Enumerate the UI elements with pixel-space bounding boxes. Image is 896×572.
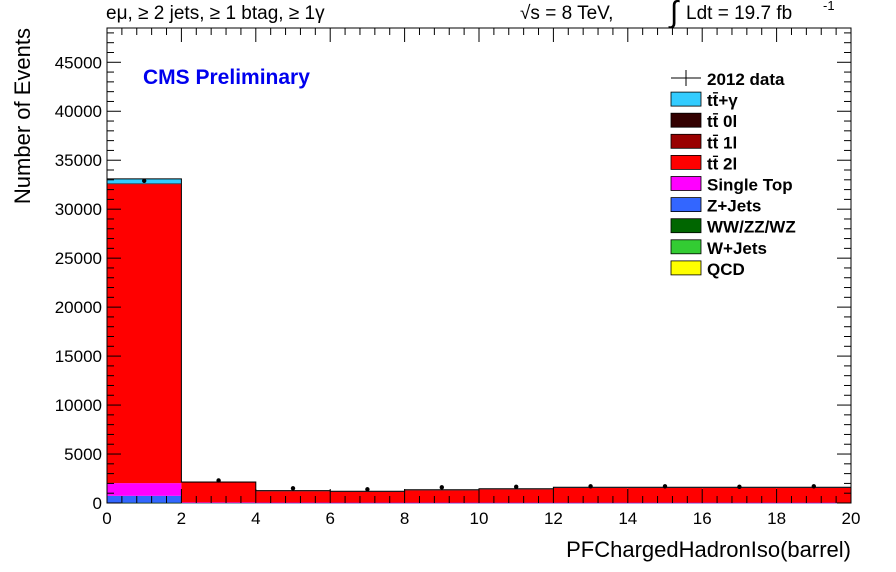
bar-tt-2l-bin-6 — [553, 487, 628, 503]
y-tick-label-25000: 25000 — [55, 249, 102, 268]
bar-single-top-bin-7 — [627, 502, 703, 504]
legend-label-tt-: tt̄+γ — [707, 91, 738, 110]
legend-label-qcd: QCD — [707, 260, 745, 279]
bar-tt-2l-bin-8 — [702, 487, 777, 503]
legend-swatch-single-top — [670, 176, 702, 191]
bar-single-top-bin-1 — [181, 502, 256, 503]
lumi-exponent: -1 — [823, 0, 835, 13]
lumi-label: Ldt = 19.7 fb — [686, 3, 793, 24]
bar-tt-0l-bin-0 — [107, 183, 182, 185]
bar-single-top-bin-2 — [255, 502, 331, 504]
bar-tt-2l-bin-7 — [627, 487, 703, 503]
y-tick-label-30000: 30000 — [55, 200, 102, 219]
x-tick-label-18: 18 — [767, 509, 786, 528]
legend-swatch-tt-1l — [670, 133, 702, 149]
x-tick-label-10: 10 — [470, 509, 489, 528]
y-tick-label-0: 0 — [93, 494, 102, 513]
legend-label-tt-2l: tt̄ 2l — [707, 154, 737, 173]
energy-label: √s = 8 TeV, — [520, 3, 614, 24]
bar-single-top-bin-5 — [479, 502, 554, 504]
legend-swatch-tt-2l — [670, 154, 702, 170]
bar-ww-zz-wz-bin-0 — [107, 502, 182, 504]
selection-label: eμ, ≥ 2 jets, ≥ 1 btag, ≥ 1γ — [106, 3, 325, 24]
bar-single-top-bin-0 — [107, 483, 182, 496]
y-tick-label-35000: 35000 — [55, 151, 102, 170]
bar-tt-2l-bin-5 — [479, 488, 554, 503]
bar-single-top-bin-6 — [553, 502, 628, 504]
bar-single-top-bin-3 — [330, 502, 405, 504]
legend-label-single-top: Single Top — [707, 176, 793, 195]
legend-swatch-tt- — [670, 91, 702, 107]
bar-tt-2l-bin-2 — [255, 490, 331, 503]
legend-label-ww-zz-wz: WW/ZZ/WZ — [707, 218, 796, 237]
bar-tt-2l-bin-3 — [330, 491, 405, 503]
legend-swatch-tt-0l — [670, 112, 702, 128]
integral-sign: ∫ — [670, 0, 679, 29]
legend-swatch-ww-zz-wz — [670, 218, 702, 234]
bar-tt-2l-bin-9 — [776, 487, 851, 503]
y-tick-label-20000: 20000 — [55, 298, 102, 317]
x-tick-label-14: 14 — [618, 509, 637, 528]
legend-swatch-z-jets — [670, 197, 702, 213]
x-tick-label-16: 16 — [693, 509, 712, 528]
bar-tt-2l-bin-0 — [107, 184, 182, 484]
bar-single-top-bin-4 — [404, 502, 479, 504]
bar-z-jets-bin-0 — [107, 495, 182, 503]
y-tick-label-10000: 10000 — [55, 396, 102, 415]
bar-z-jets-bin-1 — [181, 502, 256, 504]
x-tick-label-8: 8 — [400, 509, 409, 528]
bar-single-top-bin-9 — [776, 502, 851, 504]
legend-swatch-qcd — [670, 260, 702, 276]
y-tick-label-15000: 15000 — [55, 347, 102, 366]
legend-label-tt-0l: tt̄ 0l — [707, 112, 737, 131]
bar-tt-2l-bin-4 — [404, 489, 479, 503]
bar-tt-2l-bin-1 — [181, 482, 256, 503]
x-tick-label-12: 12 — [544, 509, 563, 528]
x-tick-label-20: 20 — [842, 509, 861, 528]
legend-label-z-jets: Z+Jets — [707, 197, 761, 216]
x-axis-title: PFChargedHadronIso(barrel) — [566, 537, 851, 562]
y-tick-label-40000: 40000 — [55, 102, 102, 121]
x-tick-label-6: 6 — [325, 509, 334, 528]
legend-swatch-w-jets — [670, 239, 702, 255]
y-tick-label-45000: 45000 — [55, 53, 102, 72]
y-tick-label-5000: 5000 — [64, 445, 102, 464]
chart-title: CMS Preliminary — [143, 66, 310, 89]
legend-label-tt-1l: tt̄ 1l — [707, 133, 737, 152]
legend-label-2012-data: 2012 data — [707, 70, 785, 89]
y-axis-title: Number of Events — [10, 28, 35, 204]
x-tick-label-2: 2 — [177, 509, 186, 528]
x-tick-label-4: 4 — [251, 509, 260, 528]
bar-single-top-bin-8 — [702, 502, 777, 504]
legend-label-w-jets: W+Jets — [707, 239, 767, 258]
x-tick-label-0: 0 — [102, 509, 111, 528]
